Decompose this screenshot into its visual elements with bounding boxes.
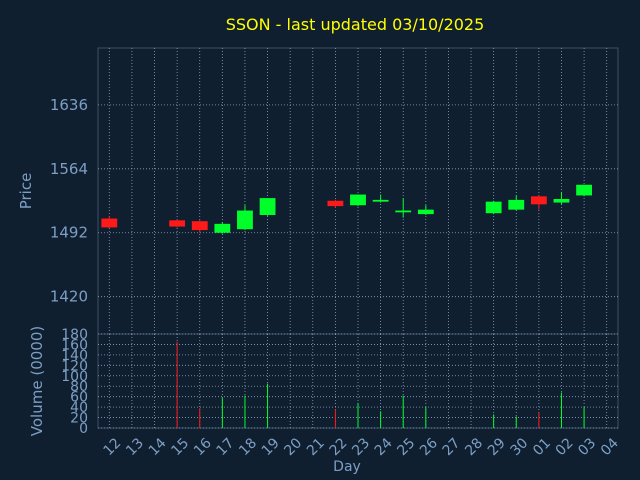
volume-tick-label: 120 [61, 358, 88, 374]
day-tick-label: 22 [327, 435, 351, 459]
day-tick-label: 17 [214, 435, 238, 459]
price-tick-label: 1492 [50, 224, 88, 242]
candle-body [259, 198, 276, 215]
day-tick-label: 25 [394, 435, 418, 459]
volume-tick-label: 100 [61, 369, 88, 385]
day-tick-label: 13 [123, 435, 147, 459]
day-tick-label: 04 [598, 435, 622, 459]
price-tick-label: 1420 [50, 288, 88, 306]
candle-body [485, 201, 502, 214]
price-axis-label: Price [17, 173, 35, 210]
volume-axis-label: Volume (0000) [28, 326, 46, 436]
day-tick-label: 18 [236, 435, 260, 459]
day-tick-label: 21 [304, 435, 328, 459]
candle-body [530, 196, 547, 205]
candle-body [214, 223, 231, 233]
day-tick-label: 01 [530, 435, 554, 459]
day-tick-label: 23 [349, 435, 373, 459]
day-tick-label: 30 [507, 435, 531, 459]
volume-panel: 0204060801001201401601801213141516171819… [61, 327, 622, 459]
day-axis-label: Day [333, 459, 361, 475]
day-tick-label: 16 [191, 435, 215, 459]
candle-body [327, 200, 344, 207]
day-tick-label: 15 [168, 435, 192, 459]
candle-body [417, 209, 434, 215]
volume-tick-label: 180 [61, 327, 88, 343]
volume-tick-label: 160 [61, 337, 88, 353]
volume-tick-label: 140 [61, 348, 88, 364]
day-tick-label: 26 [417, 435, 441, 459]
chart-title: SSON - last updated 03/10/2025 [226, 15, 485, 34]
day-tick-label: 28 [462, 435, 486, 459]
price-tick-label: 1564 [50, 160, 88, 178]
day-tick-label: 12 [101, 435, 125, 459]
day-tick-label: 02 [553, 435, 577, 459]
day-tick-label: 27 [440, 435, 464, 459]
candle-body [101, 218, 118, 228]
candle-body [395, 210, 412, 213]
candle-body [508, 199, 525, 210]
candle-body [191, 221, 208, 231]
day-tick-label: 29 [485, 435, 509, 459]
price-panel: 1420 1492 1564 1636 [50, 47, 619, 335]
price-tick-label: 1636 [50, 96, 88, 114]
day-tick-label: 24 [372, 435, 396, 459]
candle-body [237, 210, 253, 230]
candle-body [553, 198, 570, 203]
volume-tick-label: 0 [79, 421, 88, 437]
volume-tick-label: 80 [70, 379, 88, 395]
day-tick-label: 14 [146, 435, 170, 459]
day-tick-label: 20 [281, 435, 305, 459]
day-tick-label: 03 [575, 435, 599, 459]
volume-tick-label: 20 [70, 411, 88, 427]
volume-tick-label: 60 [70, 390, 88, 406]
candle-body [576, 184, 592, 196]
candle-body [372, 199, 389, 202]
day-tick-label: 19 [259, 435, 283, 459]
volume-tick-label: 40 [70, 400, 88, 416]
candle-body [169, 220, 186, 227]
candle-body [350, 194, 366, 206]
